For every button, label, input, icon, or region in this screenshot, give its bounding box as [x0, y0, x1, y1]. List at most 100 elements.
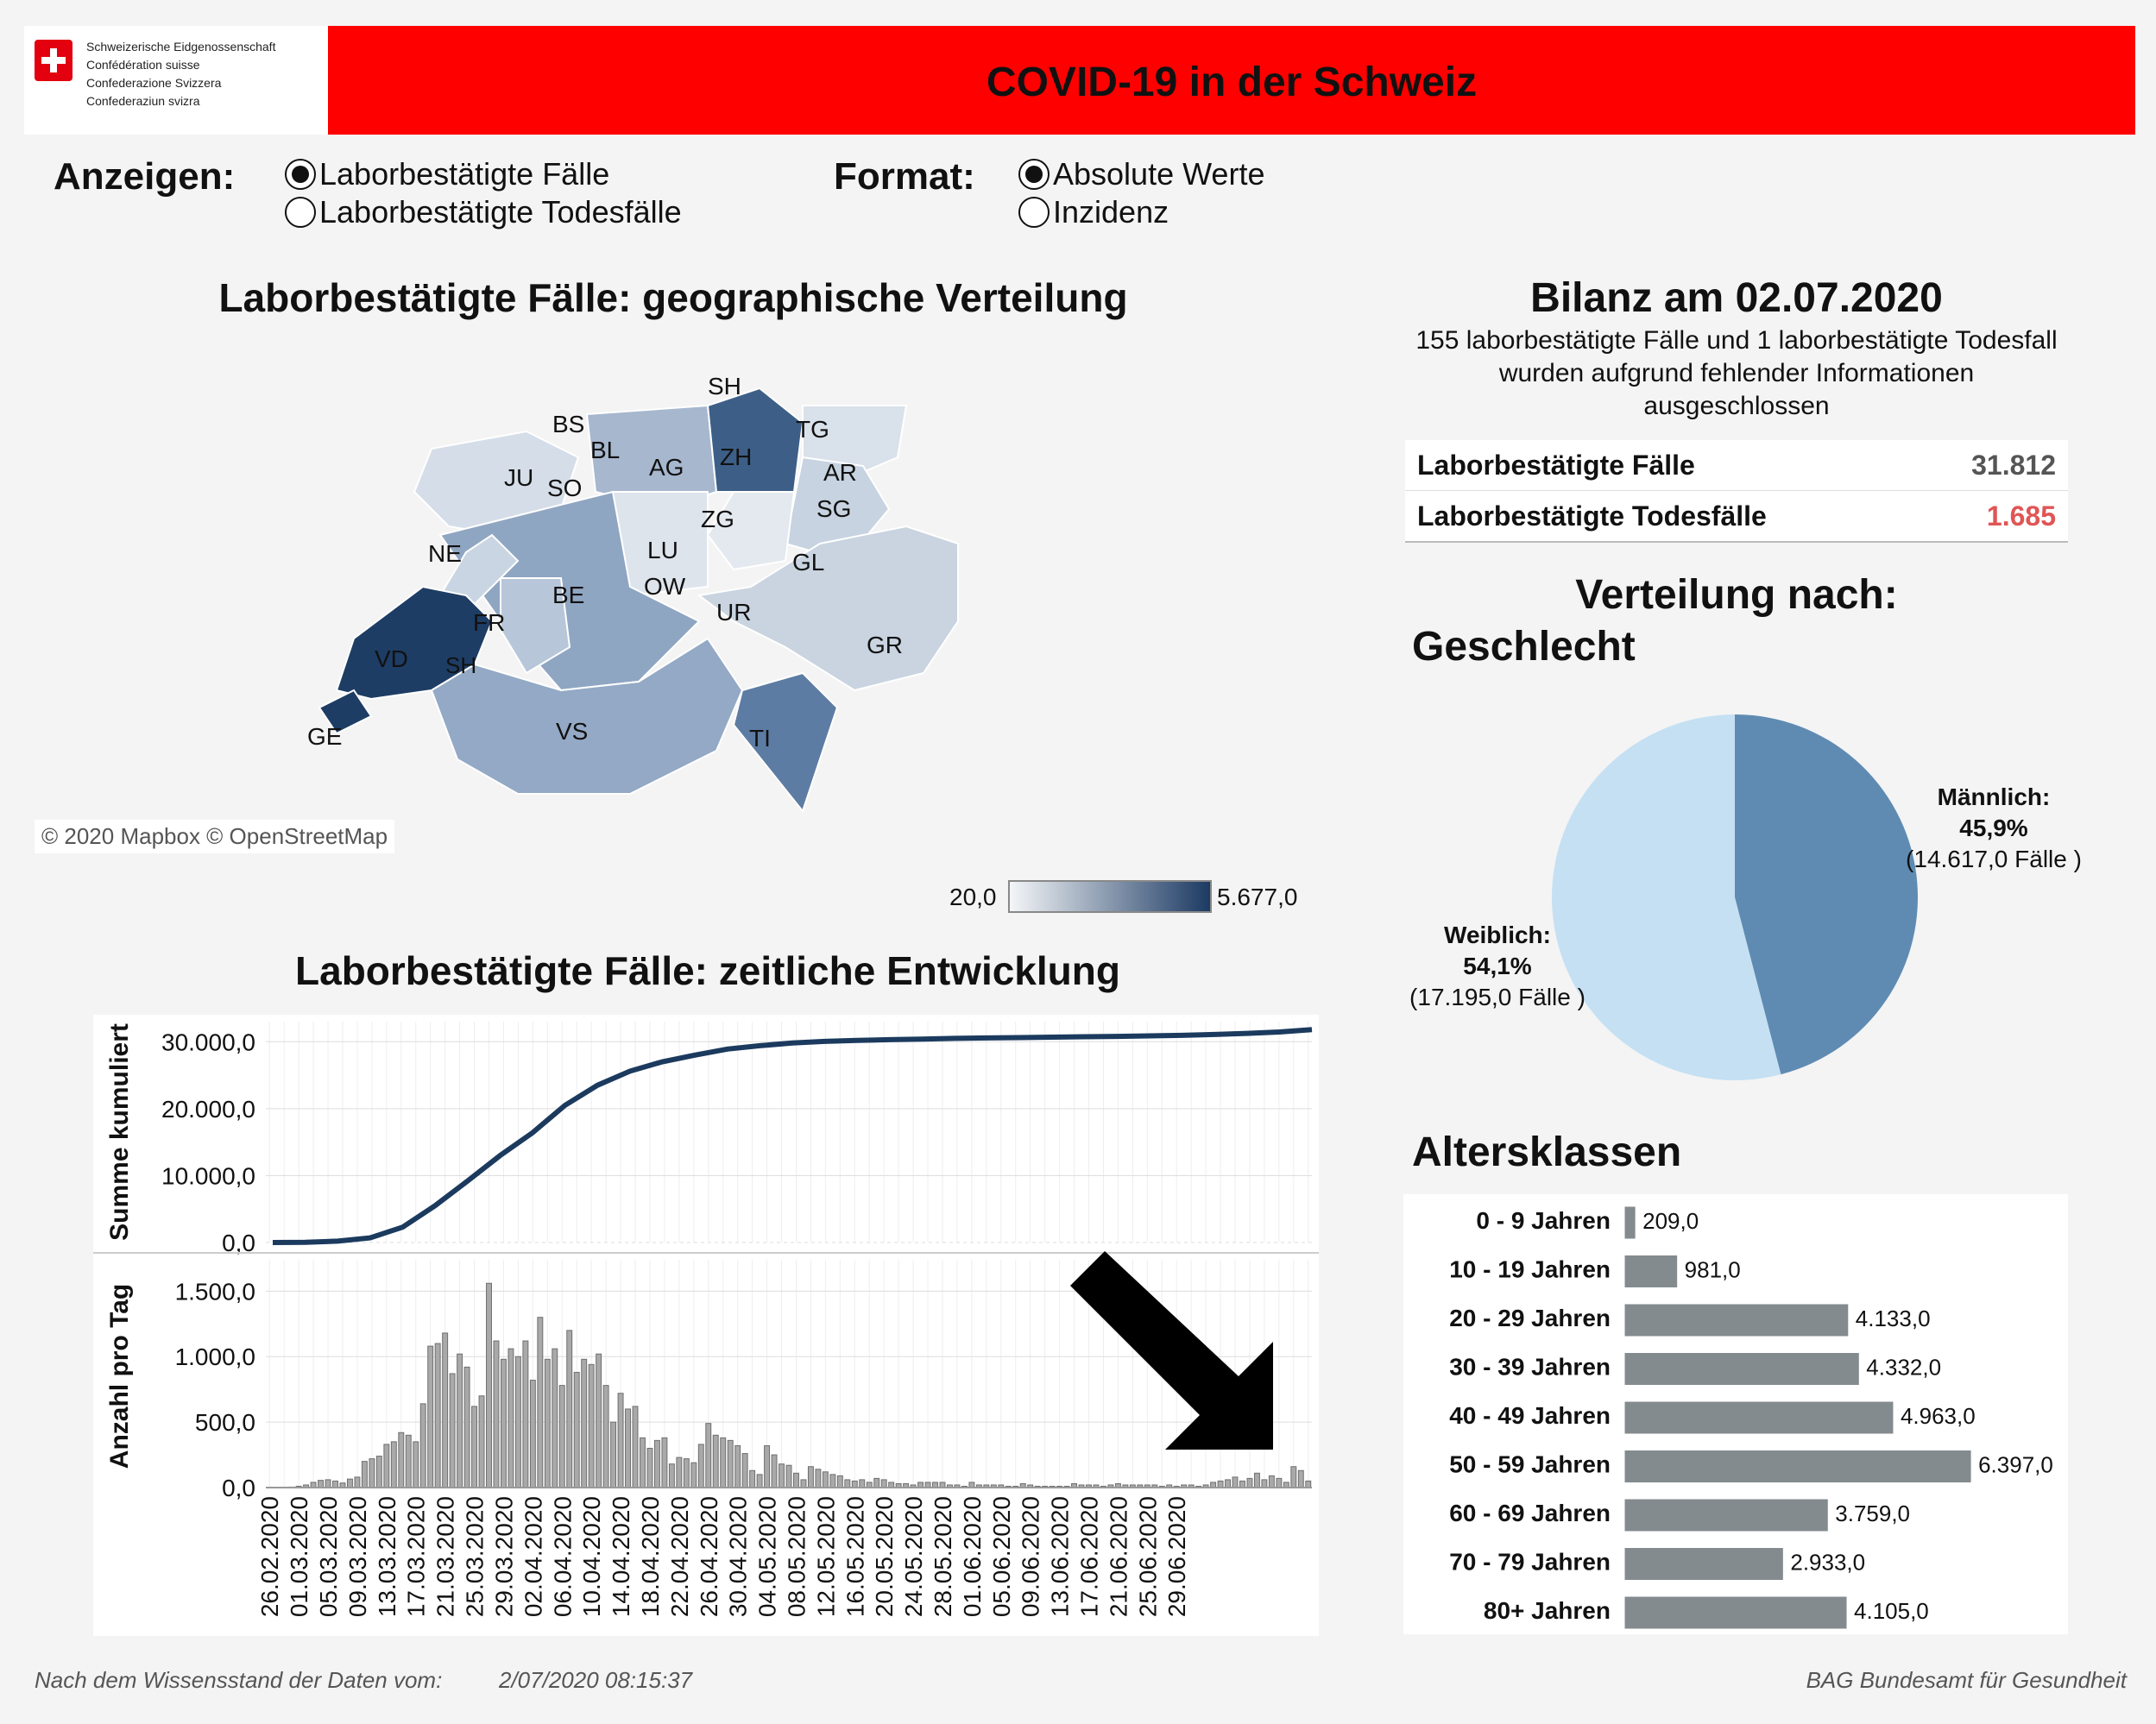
- daily-bar[interactable]: [398, 1431, 405, 1488]
- daily-bar[interactable]: [851, 1480, 858, 1488]
- daily-bar[interactable]: [1305, 1480, 1312, 1488]
- daily-bar[interactable]: [596, 1353, 602, 1488]
- age-bar[interactable]: [1623, 1498, 1829, 1532]
- daily-bar[interactable]: [493, 1340, 500, 1488]
- age-bar[interactable]: [1623, 1352, 1860, 1386]
- daily-bar[interactable]: [1253, 1472, 1260, 1488]
- daily-bar[interactable]: [1232, 1476, 1239, 1488]
- radio-option-deaths[interactable]: Laborbestätigte Todesfälle: [285, 193, 682, 231]
- daily-bar[interactable]: [442, 1332, 449, 1488]
- daily-bar[interactable]: [332, 1480, 338, 1488]
- switzerland-map[interactable]: SH: [302, 362, 1044, 846]
- daily-bar[interactable]: [602, 1385, 609, 1488]
- pie-slice-weiblich[interactable]: [1552, 714, 1781, 1080]
- daily-bar[interactable]: [822, 1471, 829, 1488]
- daily-bar[interactable]: [793, 1472, 799, 1488]
- daily-bar[interactable]: [1239, 1480, 1245, 1488]
- daily-bar[interactable]: [690, 1462, 697, 1488]
- daily-bar[interactable]: [653, 1439, 660, 1488]
- daily-bar[interactable]: [836, 1475, 843, 1488]
- daily-bar[interactable]: [610, 1421, 617, 1488]
- daily-bar[interactable]: [640, 1437, 646, 1488]
- daily-bar[interactable]: [720, 1437, 727, 1488]
- daily-bar[interactable]: [668, 1463, 675, 1488]
- daily-bar[interactable]: [427, 1345, 434, 1488]
- daily-bar[interactable]: [764, 1444, 771, 1488]
- daily-bar[interactable]: [625, 1408, 632, 1488]
- daily-bar[interactable]: [741, 1453, 748, 1488]
- daily-bar[interactable]: [449, 1373, 456, 1488]
- daily-bar[interactable]: [507, 1348, 514, 1488]
- sex-pie-chart[interactable]: [1545, 708, 1925, 1087]
- cumulative-line[interactable]: [272, 1027, 1313, 1245]
- radio-selected-icon[interactable]: [285, 159, 316, 190]
- daily-bar[interactable]: [514, 1356, 521, 1488]
- daily-bar[interactable]: [369, 1458, 375, 1488]
- daily-bar[interactable]: [390, 1441, 397, 1488]
- daily-bar[interactable]: [880, 1479, 887, 1488]
- radio-empty-icon[interactable]: [285, 197, 316, 228]
- age-bar[interactable]: [1623, 1595, 1848, 1630]
- daily-bar[interactable]: [749, 1469, 756, 1488]
- daily-bar[interactable]: [529, 1380, 536, 1488]
- radio-empty-icon[interactable]: [1018, 197, 1050, 228]
- radio-option-absolute[interactable]: Absolute Werte: [1018, 155, 1264, 193]
- daily-bar[interactable]: [1268, 1475, 1275, 1488]
- daily-bar[interactable]: [676, 1457, 683, 1488]
- daily-bar[interactable]: [756, 1474, 763, 1488]
- daily-bar[interactable]: [486, 1282, 492, 1488]
- daily-bar[interactable]: [683, 1458, 690, 1488]
- daily-bar[interactable]: [734, 1444, 741, 1488]
- daily-bar[interactable]: [661, 1437, 668, 1488]
- daily-bar[interactable]: [318, 1480, 325, 1488]
- radio-option-cases[interactable]: Laborbestätigte Fälle: [285, 155, 682, 193]
- daily-bar[interactable]: [800, 1479, 807, 1488]
- daily-bar[interactable]: [1261, 1479, 1268, 1488]
- daily-bar[interactable]: [552, 1348, 558, 1488]
- daily-bar[interactable]: [413, 1441, 419, 1488]
- daily-bar[interactable]: [1276, 1477, 1283, 1488]
- daily-bar[interactable]: [463, 1366, 470, 1488]
- daily-bar[interactable]: [581, 1358, 588, 1488]
- daily-bar[interactable]: [705, 1423, 712, 1488]
- daily-bar[interactable]: [537, 1317, 544, 1488]
- daily-bar[interactable]: [829, 1474, 836, 1488]
- daily-bar[interactable]: [383, 1444, 390, 1488]
- daily-bar[interactable]: [646, 1447, 653, 1488]
- daily-bar[interactable]: [1217, 1480, 1224, 1488]
- daily-bar[interactable]: [544, 1358, 551, 1488]
- daily-bar[interactable]: [697, 1444, 704, 1488]
- age-bar[interactable]: [1623, 1205, 1636, 1240]
- age-bar[interactable]: [1623, 1255, 1679, 1288]
- daily-bar[interactable]: [434, 1343, 441, 1488]
- daily-bar[interactable]: [632, 1406, 639, 1488]
- daily-bar[interactable]: [859, 1479, 866, 1488]
- pie-slice-männlich[interactable]: [1735, 714, 1918, 1075]
- daily-bar[interactable]: [405, 1434, 412, 1488]
- daily-bar[interactable]: [785, 1464, 792, 1488]
- daily-bar[interactable]: [325, 1479, 331, 1488]
- daily-bar[interactable]: [573, 1371, 580, 1488]
- daily-bar[interactable]: [457, 1353, 463, 1488]
- map-credit[interactable]: © 2020 Mapbox © OpenStreetMap: [35, 820, 395, 853]
- daily-bar[interactable]: [617, 1393, 624, 1488]
- radio-option-incidence[interactable]: Inzidenz: [1018, 193, 1264, 231]
- daily-bar[interactable]: [815, 1469, 822, 1488]
- daily-bar[interactable]: [471, 1406, 478, 1488]
- daily-bar[interactable]: [500, 1358, 507, 1488]
- daily-bar[interactable]: [873, 1477, 880, 1488]
- daily-bar[interactable]: [807, 1466, 814, 1488]
- daily-bar[interactable]: [558, 1385, 565, 1488]
- daily-bar[interactable]: [347, 1478, 353, 1488]
- age-bar[interactable]: [1623, 1547, 1784, 1581]
- daily-bar[interactable]: [779, 1463, 785, 1488]
- age-bar-chart[interactable]: 0 - 9 Jahren 209,0 10 - 19 Jahren 981,0 20 -…: [1403, 1194, 2068, 1634]
- daily-bar[interactable]: [419, 1403, 426, 1488]
- daily-bar[interactable]: [1290, 1466, 1297, 1488]
- daily-bar[interactable]: [727, 1439, 734, 1488]
- daily-bar[interactable]: [522, 1340, 529, 1488]
- daily-bar[interactable]: [354, 1476, 361, 1488]
- daily-bar[interactable]: [844, 1479, 851, 1488]
- daily-bar[interactable]: [1246, 1477, 1253, 1488]
- radio-selected-icon[interactable]: [1018, 159, 1050, 190]
